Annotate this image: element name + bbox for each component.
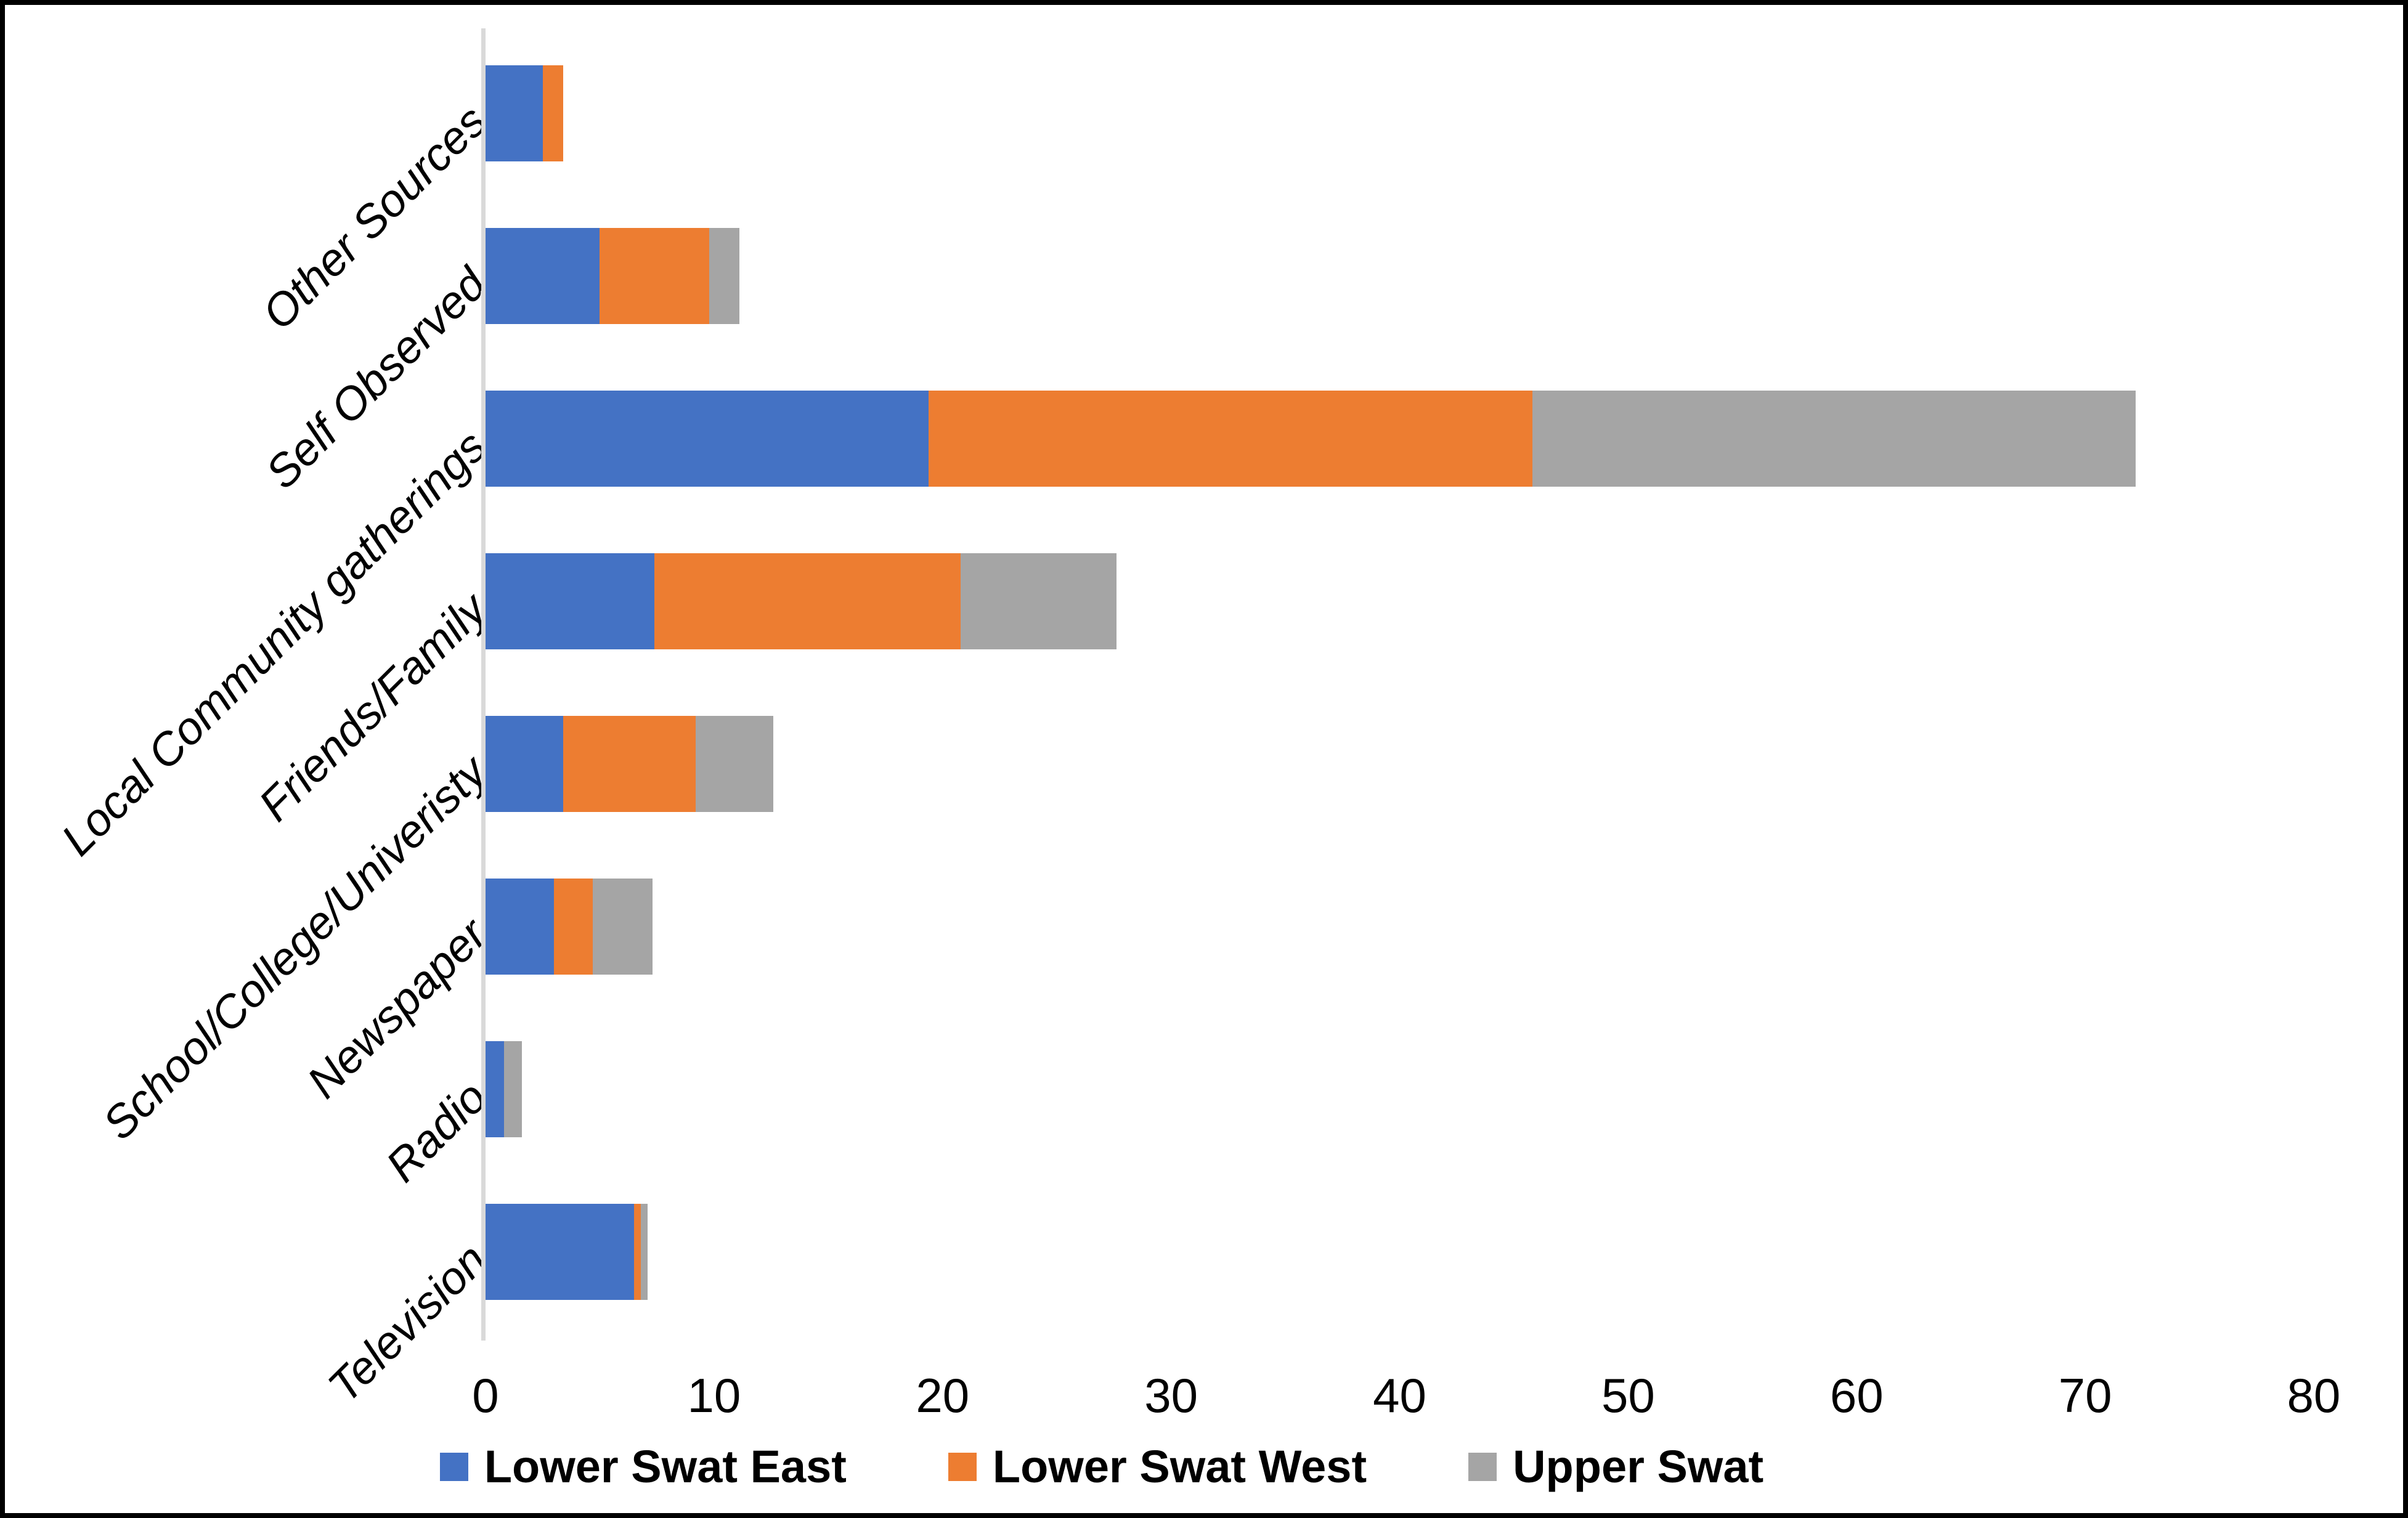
bar-segment-lower-swat-east	[486, 65, 543, 161]
legend-label: Lower Swat East	[484, 1441, 847, 1492]
bar-segment-upper-swat	[1532, 391, 2136, 487]
stacked-bar	[486, 391, 2314, 487]
stacked-bar	[486, 1204, 2314, 1300]
legend-swatch-lower-swat-east	[439, 1452, 468, 1481]
legend-item: Upper Swat	[1468, 1440, 1763, 1493]
legend-item: Lower Swat East	[439, 1440, 847, 1493]
category-label-row: Local Community gatherings	[5, 357, 497, 866]
category-bar-row	[486, 520, 2314, 683]
stacked-bar	[486, 65, 2314, 161]
x-tick-label: 50	[1601, 1368, 1655, 1423]
bar-segment-lower-swat-west	[600, 228, 710, 324]
bar-segment-lower-swat-east	[486, 553, 655, 649]
x-tick-label: 80	[2287, 1368, 2341, 1423]
stacked-bar	[486, 879, 2314, 975]
category-label-row: Radio	[5, 1008, 496, 1191]
stacked-bar	[486, 553, 2314, 649]
y-axis-category-labels: Other Sources Self Observed Local Communit…	[5, 32, 497, 1412]
x-tick-label: 60	[1829, 1368, 1884, 1423]
legend-swatch-upper-swat	[1468, 1452, 1497, 1481]
category-bar-row	[486, 357, 2314, 520]
bar-segment-lower-swat-west	[554, 879, 593, 975]
category-bar-row	[486, 1008, 2314, 1171]
category-label-row: Friends/Family	[5, 520, 497, 831]
x-tick-label: 20	[916, 1368, 970, 1423]
legend-label: Lower Swat West	[992, 1441, 1367, 1492]
category-label-row: Self Observed	[5, 195, 496, 498]
category-label-row: Television	[5, 1171, 496, 1412]
category-label-row: Newspaper	[5, 845, 496, 1108]
category-label-row: School/College/Univeristy	[5, 683, 496, 1150]
bar-segment-lower-swat-west	[563, 716, 696, 812]
bar-segment-lower-swat-east	[486, 716, 564, 812]
legend: Lower Swat East Lower Swat West Upper Swat	[5, 1440, 2199, 1493]
bar-segment-lower-swat-east	[486, 391, 929, 487]
category-bar-row	[486, 32, 2314, 195]
stacked-bar	[486, 716, 2314, 812]
bar-segment-lower-swat-east	[486, 1041, 504, 1137]
bar-segment-upper-swat	[641, 1204, 648, 1300]
x-tick-label: 30	[1144, 1368, 1198, 1423]
category-bar-row	[486, 845, 2314, 1008]
category-bar-row	[486, 195, 2314, 357]
bar-segment-upper-swat	[709, 228, 739, 324]
bar-segment-lower-swat-east	[486, 879, 555, 975]
bar-segment-lower-swat-east	[486, 1204, 635, 1300]
x-tick-label: 10	[687, 1368, 741, 1423]
y-axis-line	[481, 28, 486, 1341]
bar-segment-lower-swat-east	[486, 228, 600, 324]
stacked-bar	[486, 228, 2314, 324]
category-bar-row	[486, 1171, 2314, 1333]
x-axis-tick-labels: 0 10 20 30 40 50 60 70 80	[472, 1368, 2340, 1429]
x-tick-label: 0	[472, 1368, 499, 1423]
bar-segment-upper-swat	[503, 1041, 523, 1137]
bar-segment-upper-swat	[593, 879, 653, 975]
category-label: Television	[317, 1233, 497, 1413]
x-tick-label: 40	[1373, 1368, 1426, 1423]
bar-segment-lower-swat-west	[654, 553, 961, 649]
category-label-row: Other Sources	[5, 32, 496, 339]
legend-swatch-lower-swat-west	[948, 1452, 977, 1481]
legend-item: Lower Swat West	[948, 1440, 1367, 1493]
bar-segment-lower-swat-west	[929, 391, 1532, 487]
bar-segment-lower-swat-west	[634, 1204, 641, 1300]
x-tick-label: 70	[2058, 1368, 2112, 1423]
plot-area	[486, 32, 2314, 1333]
bar-segment-upper-swat	[961, 553, 1117, 649]
bar-segment-lower-swat-west	[542, 65, 564, 161]
stacked-bar	[486, 1041, 2314, 1137]
category-bar-row	[486, 683, 2314, 845]
bar-segment-upper-swat	[696, 716, 774, 812]
legend-label: Upper Swat	[1513, 1441, 1764, 1492]
